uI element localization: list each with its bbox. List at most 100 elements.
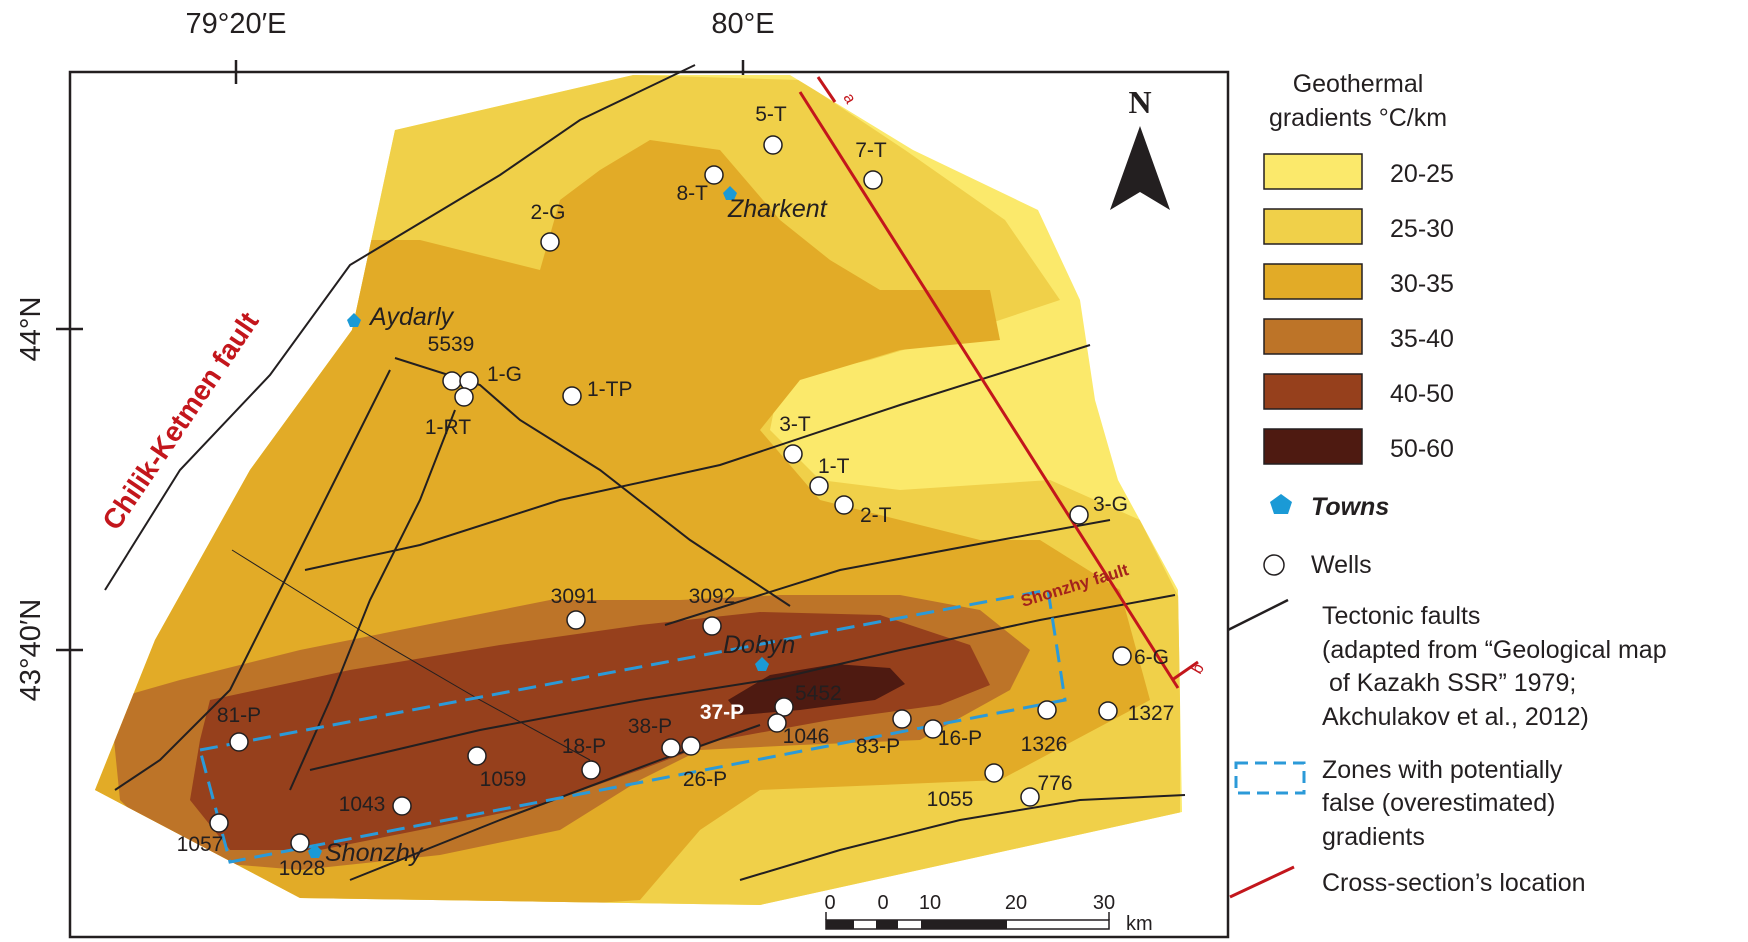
well-label: 1028 <box>279 857 326 880</box>
town-label: Zharkent <box>727 195 828 223</box>
towns-layer: Zharkent Aydarly Dobyn Shonzhy <box>308 186 828 867</box>
well-label: 2-T <box>860 504 892 527</box>
zone-40-50 <box>190 612 990 850</box>
well-label: 1-TP <box>587 378 633 401</box>
well-label: 3092 <box>689 585 736 608</box>
well-label: 5-T <box>755 103 787 126</box>
north-arrow-icon <box>1110 126 1170 210</box>
well-label: 37-P <box>700 701 744 724</box>
well-label: 3-G <box>1093 493 1128 516</box>
well-label: 81-P <box>217 704 261 727</box>
scale-tick-0: 0 <box>824 892 835 914</box>
legend: Geothermal gradients °C/km 20-25 25-30 30-… <box>1227 70 1667 899</box>
well-label: 18-P <box>562 735 606 758</box>
well-label: 3-T <box>779 413 811 436</box>
town-label: Aydarly <box>368 303 455 331</box>
well-marker <box>1098 701 1118 721</box>
well-marker <box>1020 787 1040 807</box>
fault-shonzhy-south <box>309 594 1176 771</box>
legend-cross-section-label: Cross-section’s location <box>1322 869 1586 897</box>
well-marker <box>540 232 560 252</box>
legend-class-label: 30-35 <box>1390 270 1454 298</box>
well-label: 1059 <box>480 768 527 791</box>
legend-faults-line4: Akchulakov et al., 2012) <box>1322 703 1589 731</box>
well-label: 1055 <box>927 788 974 811</box>
well-marker <box>467 746 487 766</box>
fault-southwest <box>349 724 761 881</box>
town-marker-icon <box>755 657 769 671</box>
well-marker <box>809 476 829 496</box>
well-label: 6-G <box>1134 646 1169 669</box>
well-label: 16-P <box>938 727 982 750</box>
well-label: 7-T <box>855 139 887 162</box>
well-marker <box>661 738 681 758</box>
coord-label-top-2: 80°E <box>711 8 774 40</box>
well-label: 1327 <box>1128 702 1175 725</box>
well-marker <box>581 760 601 780</box>
cross-section-tick-b <box>1171 660 1199 682</box>
well-marker <box>454 387 474 407</box>
fault-west-2 <box>289 409 456 791</box>
well-marker <box>774 697 794 717</box>
cross-section-tick-a <box>816 76 837 103</box>
legend-well-icon <box>1263 554 1285 576</box>
well-label: 776 <box>1037 772 1072 795</box>
well-label: 38-P <box>628 715 672 738</box>
scale-unit: km <box>1126 913 1153 935</box>
well-label: 1046 <box>783 725 830 748</box>
well-marker <box>763 135 783 155</box>
well-label: 1043 <box>339 793 386 816</box>
well-marker <box>566 610 586 630</box>
legend-class-label: 35-40 <box>1390 325 1454 353</box>
legend-faults-line3: of Kazakh SSR” 1979; <box>1322 669 1576 697</box>
legend-zones-line1: Zones with potentially <box>1322 756 1563 784</box>
fault-south <box>739 794 1186 881</box>
well-marker <box>392 796 412 816</box>
well-marker <box>229 732 249 752</box>
wells-layer: 5-T 7-T 8-T 2-G 5539 1-G 1-RT 1-TP 3-T 1-T 2-T 3-G 3… <box>177 103 1175 880</box>
well-label: 1-G <box>487 363 522 386</box>
well-label: 3091 <box>551 585 598 608</box>
well-marker <box>923 719 943 739</box>
legend-swatch <box>1263 318 1363 355</box>
well-label: 26-P <box>683 768 727 791</box>
well-label: 1-T <box>818 455 850 478</box>
north-label: N <box>1128 84 1151 120</box>
north-arrow: N <box>1110 84 1170 210</box>
legend-town-icon <box>1270 494 1292 514</box>
tectonic-faults <box>104 64 1186 881</box>
well-marker <box>681 736 701 756</box>
well-label: 1326 <box>1021 733 1068 756</box>
legend-fault-icon <box>1227 598 1289 632</box>
well-marker <box>562 386 582 406</box>
well-label: 8-T <box>677 182 709 205</box>
scale-tick-30: 30 <box>1093 892 1115 914</box>
well-label: 1-RT <box>425 416 471 439</box>
well-marker <box>290 833 310 853</box>
well-marker <box>459 371 479 391</box>
legend-wells-label: Wells <box>1311 551 1372 579</box>
scale-tick-20: 20 <box>1005 892 1027 914</box>
well-marker <box>863 170 883 190</box>
legend-swatch <box>1263 263 1363 300</box>
well-marker <box>1037 700 1057 720</box>
well-label: 5452 <box>795 682 842 705</box>
town-label: Dobyn <box>723 631 795 659</box>
well-marker <box>704 165 724 185</box>
coord-label-left-1: 44°N <box>15 297 47 362</box>
scale-tick-inner: 0 <box>877 892 888 914</box>
scale-bar <box>825 912 1110 930</box>
town-marker-icon <box>347 313 361 327</box>
legend-swatch <box>1263 373 1363 410</box>
legend-classes: 20-25 25-30 30-35 35-40 40-50 50-60 <box>1263 153 1454 465</box>
coord-label-top-1: 79°20′E <box>186 8 287 40</box>
legend-swatch <box>1263 153 1363 190</box>
town-marker-icon <box>308 844 322 858</box>
fault-thin <box>231 549 591 761</box>
town-label: Shonzhy <box>325 839 424 867</box>
well-marker <box>834 495 854 515</box>
legend-zone-icon <box>1234 761 1306 795</box>
legend-zones-line2: false (overestimated) <box>1322 789 1555 817</box>
fault-west-1 <box>114 369 391 791</box>
